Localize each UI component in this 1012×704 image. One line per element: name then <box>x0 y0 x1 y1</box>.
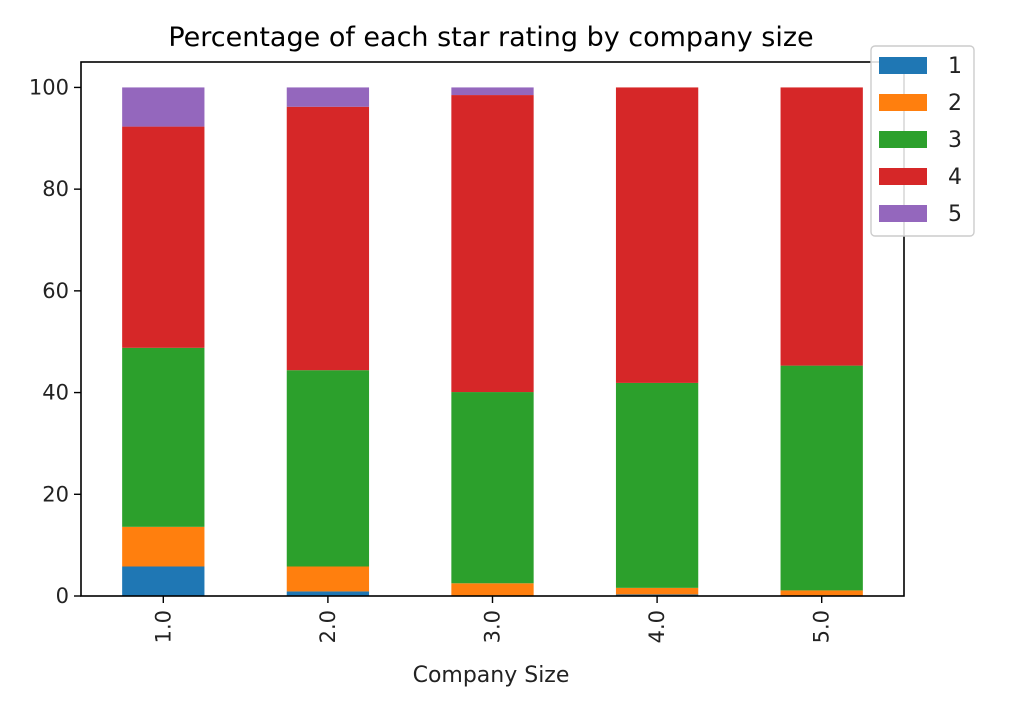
y-tick-label: 20 <box>42 482 69 506</box>
legend-items: 1 2 3 4 5 <box>879 54 962 227</box>
x-tick-label: 5.0 <box>810 610 834 643</box>
bars-layer <box>122 87 863 596</box>
x-axis-label: Company Size <box>413 663 570 688</box>
bar-segment-size-4.0-rating-4 <box>615 87 699 383</box>
bar-segment-size-1.0-rating-2 <box>122 526 205 567</box>
bar-segment-size-1.0-rating-5 <box>122 87 205 127</box>
legend-label-4: 4 <box>948 165 962 190</box>
bar-segment-size-5.0-rating-4 <box>780 87 863 366</box>
x-tick-label: 2.0 <box>316 610 340 643</box>
y-tick-label: 40 <box>42 381 69 405</box>
bar-segment-size-1.0-rating-1 <box>122 566 205 596</box>
bar-segment-size-2.0-rating-2 <box>286 566 370 592</box>
bar-segment-size-2.0-rating-5 <box>286 87 370 107</box>
legend-label-3: 3 <box>948 128 962 153</box>
bar-segment-size-3.0-rating-4 <box>451 95 534 393</box>
bar-segment-size-3.0-rating-3 <box>451 392 534 584</box>
legend-label-5: 5 <box>948 202 962 227</box>
bar-segment-size-3.0-rating-5 <box>451 87 534 96</box>
bar-segment-size-5.0-rating-2 <box>780 590 863 596</box>
y-tick-label: 0 <box>56 584 69 608</box>
y-tick-label: 80 <box>42 177 69 201</box>
bar-segment-size-2.0-rating-3 <box>286 370 370 567</box>
x-tick-label: 4.0 <box>645 610 669 643</box>
bar-segment-size-3.0-rating-2 <box>451 583 534 596</box>
y-tick-label: 60 <box>42 279 69 303</box>
x-axis: 1.0 2.0 3.0 4.0 5.0 <box>151 596 834 643</box>
bar-segment-size-2.0-rating-1 <box>286 591 370 596</box>
legend-swatch-2 <box>879 94 927 111</box>
legend-swatch-5 <box>879 205 927 222</box>
legend-swatch-3 <box>879 131 927 148</box>
x-tick-label: 1.0 <box>151 610 175 643</box>
y-tick-label: 100 <box>29 75 69 99</box>
bar-segment-size-2.0-rating-4 <box>286 106 370 371</box>
bar-segment-size-5.0-rating-3 <box>780 365 863 591</box>
legend: 1 2 3 4 5 <box>870 45 975 237</box>
x-tick-label: 3.0 <box>481 610 505 643</box>
legend-label-1: 1 <box>948 54 962 79</box>
legend-label-2: 2 <box>948 91 962 116</box>
bar-segment-size-1.0-rating-4 <box>122 126 205 348</box>
legend-swatch-4 <box>879 168 927 185</box>
bar-segment-size-4.0-rating-3 <box>615 382 699 588</box>
y-axis: 0 20 40 60 80 100 <box>29 75 81 608</box>
bar-segment-size-1.0-rating-3 <box>122 347 205 527</box>
chart-title: Percentage of each star rating by compan… <box>168 22 813 53</box>
bar-segment-size-4.0-rating-2 <box>615 587 699 595</box>
legend-swatch-1 <box>879 57 927 74</box>
